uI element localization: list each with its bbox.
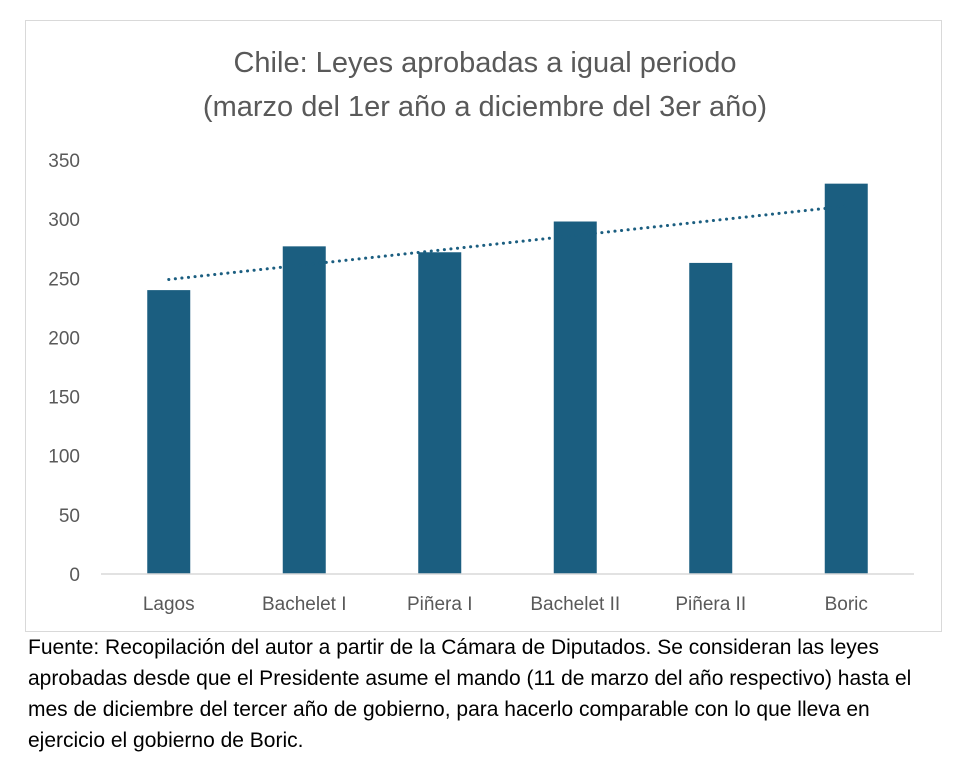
bar (553, 221, 597, 574)
bar (282, 246, 326, 574)
x-axis: Lagos Bachelet I Piñera I Bachelet II Piñera… (143, 594, 868, 615)
x-category-label: Bachelet II (530, 594, 620, 615)
bar (147, 290, 191, 574)
x-category-label: Piñera II (675, 594, 746, 615)
y-tick-label: 50 (59, 506, 80, 527)
x-category-label: Piñera I (407, 594, 472, 615)
bar (824, 183, 868, 574)
chart-title-line-2: (marzo del 1er año a diciembre del 3er a… (203, 91, 767, 123)
trendline (167, 204, 848, 281)
y-tick-label: 100 (48, 447, 80, 468)
chart-title-line-1: Chile: Leyes aprobadas a igual periodo (233, 47, 736, 79)
y-tick-label: 200 (48, 328, 80, 349)
x-category-label: Boric (825, 594, 868, 615)
y-tick-label: 300 (48, 210, 80, 231)
chart-frame: Chile: Leyes aprobadas a igual periodo (… (25, 20, 942, 632)
y-tick-label: 0 (69, 565, 80, 586)
y-tick-label: 150 (48, 388, 80, 409)
y-axis: 0 50 100 150 200 250 300 350 (48, 151, 80, 586)
y-tick-label: 350 (48, 151, 80, 172)
y-tick-label: 250 (48, 269, 80, 290)
x-category-label: Bachelet I (262, 594, 347, 615)
trendline-line (167, 204, 848, 281)
source-footnote: Fuente: Recopilación del autor a partir … (28, 636, 912, 752)
x-category-label: Lagos (143, 594, 195, 615)
bars (147, 183, 868, 574)
bar (689, 262, 733, 574)
bar (418, 252, 462, 574)
bar-chart: Chile: Leyes aprobadas a igual periodo (… (48, 47, 914, 615)
